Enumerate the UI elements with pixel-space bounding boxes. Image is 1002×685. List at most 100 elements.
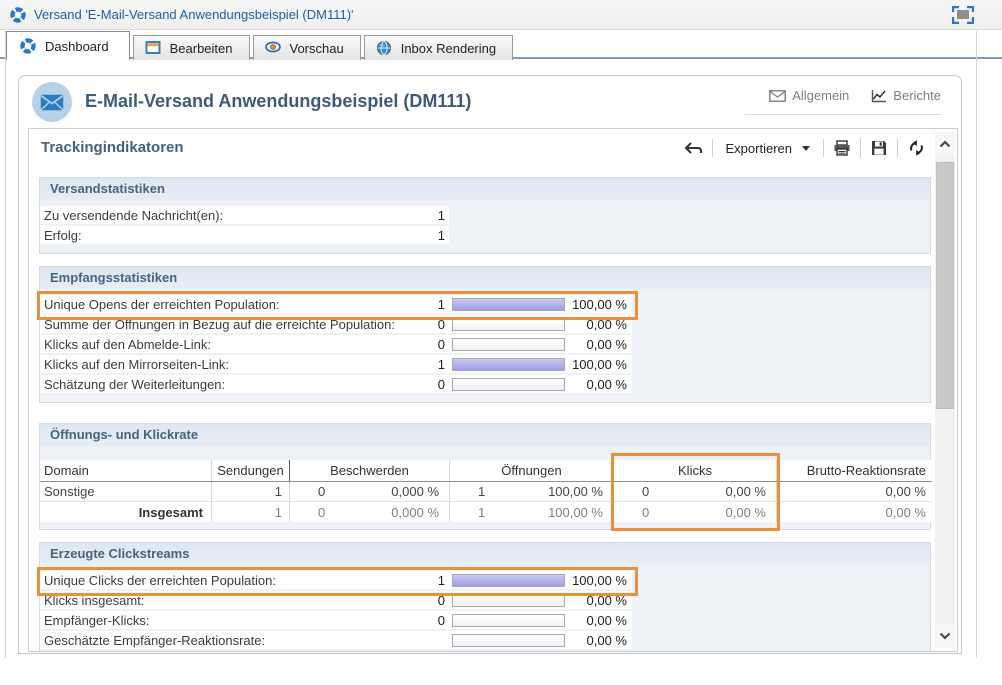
- chevron-up-icon: [939, 140, 951, 148]
- stat-label: Erfolg:: [44, 227, 82, 243]
- allgemein-label: Allgemein: [792, 88, 850, 103]
- chart-line-icon: [871, 89, 887, 103]
- stat-row: Klicks insgesamt: 0 0,00 %: [40, 591, 632, 609]
- cell-domain: Sonstige: [40, 482, 212, 501]
- col-sendungen: Sendungen: [212, 460, 290, 481]
- tracking-content: Versandstatistiken Zu versendende Nachri…: [29, 167, 935, 651]
- stat-label: Zu versendende Nachricht(en):: [44, 207, 224, 223]
- cell-brutto-pct: 0,00 %: [885, 504, 926, 520]
- chevron-down-icon: [802, 145, 810, 151]
- save-button[interactable]: [868, 136, 890, 160]
- vertical-scrollbar[interactable]: [935, 132, 955, 648]
- window-title: Versand 'E-Mail-Versand Anwendungsbeispi…: [34, 7, 354, 22]
- stat-row: Klicks auf den Abmelde-Link: 0 0,00 %: [40, 335, 632, 353]
- tab-bearbeiten[interactable]: Bearbeiten: [132, 35, 250, 60]
- progress-bar: [452, 377, 565, 391]
- stat-row: Schätzung der Weiterleitungen: 0 0,00 %: [40, 375, 632, 393]
- progress-bar: [452, 357, 565, 371]
- stat-value: 1: [437, 227, 445, 243]
- fullscreen-icon[interactable]: [952, 6, 974, 24]
- berichte-label: Berichte: [893, 88, 941, 103]
- scrollbar-thumb[interactable]: [936, 162, 954, 409]
- panel-title: Trackingindikatoren: [41, 139, 184, 156]
- stat-count: 0: [437, 612, 445, 628]
- stat-count: 1: [437, 296, 445, 312]
- stat-label: Klicks auf den Mirrorseiten-Link:: [44, 356, 229, 372]
- cell-oeffnungen-count: 1: [478, 484, 486, 499]
- cell-brutto-pct: 0,00 %: [885, 484, 926, 499]
- col-brutto-reaktionsrate: Brutto-Reaktionsrate: [806, 463, 926, 478]
- table-header-row: Domain Sendungen Beschwerden Öffnungen K…: [40, 460, 932, 482]
- tab-vorschau[interactable]: Vorschau: [252, 35, 361, 60]
- stat-percent: 0,00 %: [586, 592, 627, 608]
- section-title: Empfangsstatistiken: [40, 267, 930, 289]
- stat-label: Empfänger-Klicks:: [44, 612, 150, 628]
- toolbar-divider: [823, 139, 824, 157]
- chevron-down-icon: [939, 632, 951, 640]
- tab-inbox-rendering[interactable]: Inbox Rendering: [363, 35, 514, 60]
- delivery-card: E-Mail-Versand Anwendungsbeispiel (DM111…: [18, 75, 962, 654]
- toolbar-divider: [897, 139, 898, 157]
- export-button[interactable]: Exportieren: [720, 141, 816, 156]
- allgemein-link[interactable]: Allgemein: [769, 88, 849, 103]
- table-row-insgesamt: Insgesamt 1 0 0,000 % 1 100,00 %: [40, 502, 932, 522]
- stat-row: Klicks auf den Mirrorseiten-Link: 1 100,…: [40, 355, 632, 373]
- globe-icon: [376, 40, 392, 56]
- progress-bar: [452, 573, 565, 587]
- window-left-border: [5, 31, 6, 658]
- tab-dashboard[interactable]: Dashboard: [6, 31, 130, 60]
- stat-percent: 100,00 %: [572, 296, 627, 312]
- scroll-down-button[interactable]: [935, 624, 955, 648]
- stat-label: Klicks insgesamt:: [44, 592, 145, 608]
- campaign-logo-icon: [10, 6, 26, 23]
- col-klicks: Klicks: [614, 460, 777, 481]
- stat-label: Geschätzte Empfänger-Reaktionsrate:: [44, 632, 266, 648]
- edit-window-icon: [145, 40, 161, 56]
- tracking-panel: Trackingindikatoren Exportieren: [28, 128, 958, 652]
- cell-klicks-count: 0: [642, 504, 650, 520]
- cell-klicks-pct: 0,00 %: [725, 484, 766, 499]
- section-title: Versandstatistiken: [40, 178, 930, 200]
- cell-sendungen: 1: [212, 482, 290, 501]
- eye-icon: [264, 40, 281, 56]
- stat-count: 0: [437, 376, 445, 392]
- col-domain: Domain: [40, 460, 212, 481]
- stat-count: 0: [437, 336, 445, 352]
- stat-percent: 0,00 %: [586, 336, 627, 352]
- progress-bar: [452, 337, 565, 351]
- stat-percent: 0,00 %: [586, 612, 627, 628]
- stat-value: 1: [437, 207, 445, 223]
- stat-row-unique-clicks: Unique Clicks der erreichten Population:…: [37, 567, 638, 596]
- stat-percent: 0,00 %: [586, 316, 627, 332]
- panel-titlebar: Trackingindikatoren Exportieren: [29, 129, 957, 167]
- cell-klicks-count: 0: [642, 484, 650, 499]
- scroll-up-button[interactable]: [935, 132, 955, 156]
- cell-beschwerden-pct: 0,000 %: [391, 484, 439, 499]
- stat-label: Unique Clicks der erreichten Population:: [44, 572, 276, 588]
- panel-toolbar: Exportieren: [683, 135, 927, 161]
- stat-count: 1: [437, 356, 445, 372]
- rate-table: Domain Sendungen Beschwerden Öffnungen K…: [40, 453, 932, 531]
- back-arrow-button[interactable]: [683, 136, 705, 160]
- stat-count: 0: [437, 592, 445, 608]
- cell-oeffnungen-count: 1: [478, 504, 486, 520]
- stat-label: Summe der Öffnungen in Bezug auf die err…: [44, 316, 395, 332]
- tab-label: Bearbeiten: [169, 40, 233, 56]
- cell-beschwerden-pct: 0,000 %: [391, 504, 439, 520]
- campaign-logo-icon: [20, 38, 36, 54]
- cell-domain: Insgesamt: [40, 502, 212, 522]
- window-titlebar: Versand 'E-Mail-Versand Anwendungsbeispi…: [0, 0, 1002, 30]
- stat-row: Geschätzte Empfänger-Reaktionsrate: 0,00…: [40, 631, 632, 649]
- stat-count: 0: [437, 316, 445, 332]
- envelope-icon: [40, 94, 64, 110]
- section-versandstatistiken: Versandstatistiken Zu versendende Nachri…: [39, 177, 931, 254]
- toolbar-divider: [711, 139, 713, 157]
- export-label: Exportieren: [725, 140, 792, 156]
- berichte-link[interactable]: Berichte: [871, 88, 941, 103]
- cell-oeffnungen-pct: 100,00 %: [548, 504, 603, 520]
- delivery-header: E-Mail-Versand Anwendungsbeispiel (DM111…: [19, 76, 961, 128]
- refresh-button[interactable]: [905, 136, 927, 160]
- print-button[interactable]: [831, 136, 853, 160]
- stat-row-unique-opens: Unique Opens der erreichten Population: …: [37, 291, 638, 320]
- stat-count: 1: [437, 572, 445, 588]
